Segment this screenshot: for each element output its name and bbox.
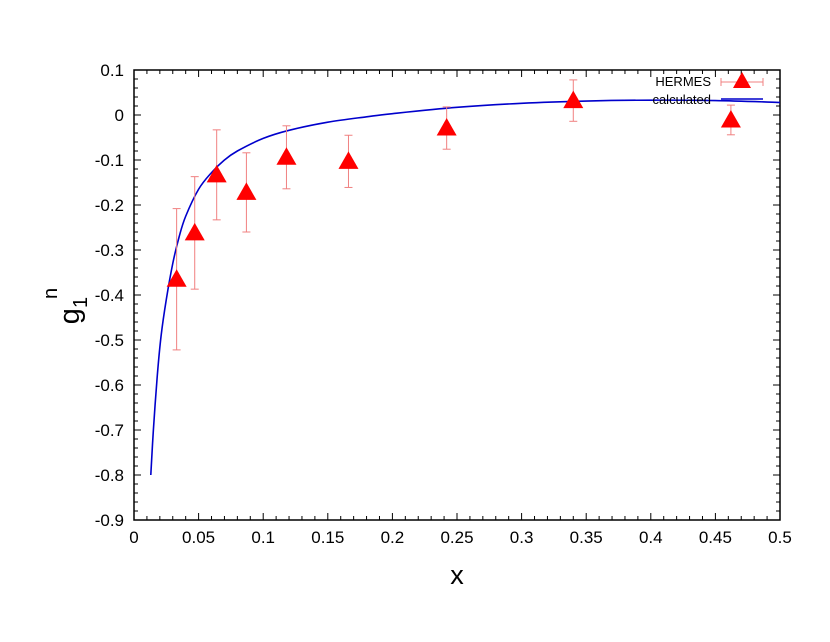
y-axis-title-sup: n xyxy=(40,288,62,299)
y-tick-label: -0.1 xyxy=(95,151,124,170)
x-tick-label: 0.4 xyxy=(639,528,663,547)
x-tick-label: 0.05 xyxy=(182,528,215,547)
legend: HERMES calculated xyxy=(652,72,764,107)
y-tick-label: -0.3 xyxy=(95,241,124,260)
x-tick-label: 0.1 xyxy=(251,528,275,547)
calculated-curve-layer xyxy=(150,99,780,476)
legend-label-calculated: calculated xyxy=(652,92,711,107)
y-tick-label: 0.1 xyxy=(100,61,124,80)
ticks-group xyxy=(133,69,781,521)
x-tick-label: 0 xyxy=(129,528,138,547)
hermes-data-point xyxy=(563,90,584,109)
hermes-data-point xyxy=(338,151,359,169)
hermes-data-point xyxy=(436,118,457,136)
x-tick-label: 0.25 xyxy=(440,528,473,547)
x-tick-labels: 0 0.05 0.1 0.15 0.2 0.25 0.3 0.35 0.4 0.45 0.5 xyxy=(129,528,792,547)
hermes-data-point xyxy=(166,269,187,287)
y-tick-label: -0.2 xyxy=(95,196,124,215)
y-tick-label: -0.8 xyxy=(95,466,124,485)
y-axis-title-sub: 1 xyxy=(70,297,92,308)
legend-label-hermes: HERMES xyxy=(655,74,711,89)
x-tick-label: 0.5 xyxy=(768,528,792,547)
plot-frame xyxy=(133,69,781,521)
svg-text:g1n: g1n xyxy=(40,288,92,324)
y-tick-label: -0.6 xyxy=(95,376,124,395)
x-tick-label: 0.45 xyxy=(699,528,732,547)
x-tick-label: 0.15 xyxy=(311,528,344,547)
y-tick-label: -0.5 xyxy=(95,331,124,350)
x-tick-label: 0.35 xyxy=(570,528,603,547)
y-tick-labels: -0.9 -0.8 -0.7 -0.6 -0.5 -0.4 -0.3 -0.2 -0.1 0 0.1 xyxy=(95,61,124,530)
y-tick-label: 0 xyxy=(115,106,124,125)
y-axis-title-main: g xyxy=(54,308,86,324)
errorbar-layer xyxy=(172,79,735,351)
y-axis-title: g1n xyxy=(40,288,92,324)
hermes-data-point xyxy=(184,222,205,241)
x-tick-label: 0.3 xyxy=(510,528,534,547)
hermes-data-point xyxy=(206,164,227,183)
y-tick-label: -0.4 xyxy=(95,286,124,305)
y-tick-label: -0.9 xyxy=(95,511,124,530)
y-tick-label: -0.7 xyxy=(95,421,124,440)
marker-layer xyxy=(166,90,741,287)
hermes-data-point xyxy=(276,147,297,165)
legend-hermes-marker xyxy=(733,72,751,88)
hermes-data-point xyxy=(236,182,257,200)
hermes-data-point xyxy=(720,109,741,128)
calculated-curve xyxy=(150,99,780,476)
x-tick-label: 0.2 xyxy=(381,528,405,547)
x-axis-title: x xyxy=(450,560,464,590)
